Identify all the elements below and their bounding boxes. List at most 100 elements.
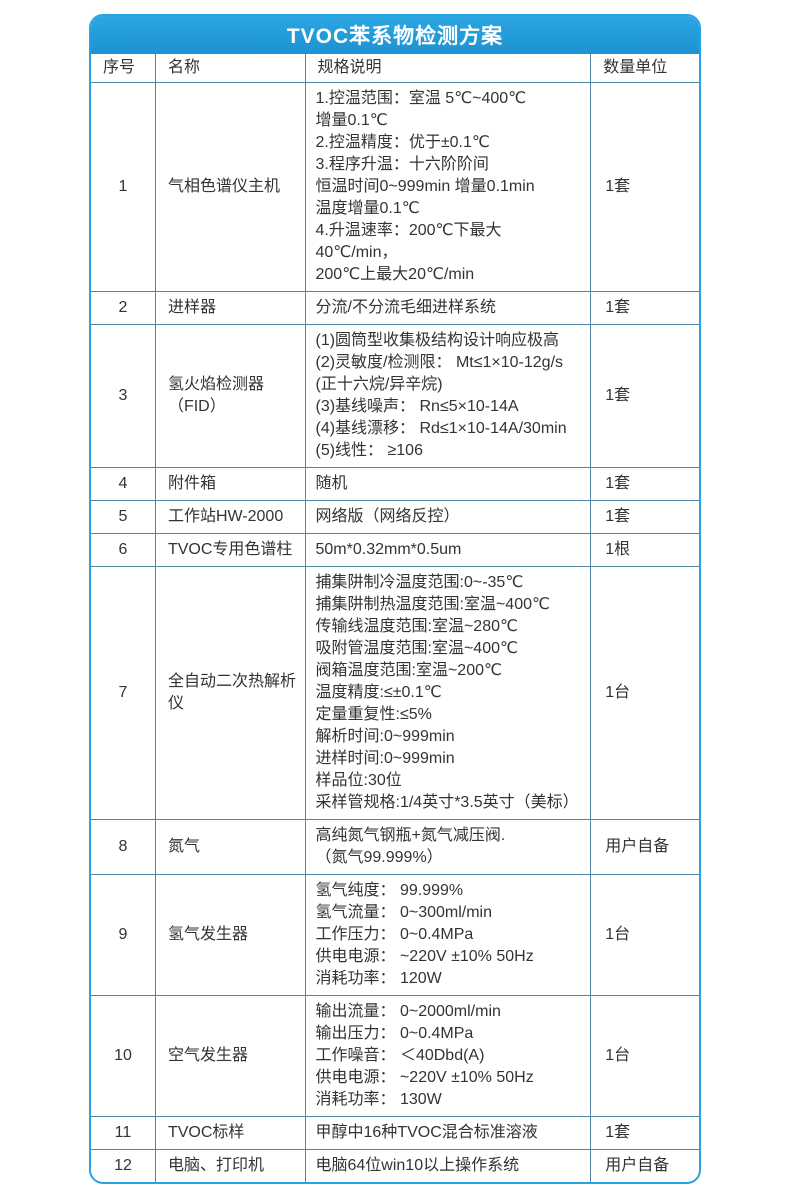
item-name: 氮气 <box>154 818 306 875</box>
item-spec: 分流/不分流毛细进样系统 <box>304 290 592 325</box>
item-quantity: 1套 <box>590 81 699 292</box>
spec-line: 解析时间:0~999min <box>315 727 455 745</box>
spec-line: 温度精度:≤±0.1℃ <box>315 683 442 701</box>
row-number: 3 <box>91 323 156 468</box>
row-number: 8 <box>91 818 156 875</box>
row-number: 1 <box>91 81 156 292</box>
item-quantity: 1套 <box>590 323 699 468</box>
item-quantity: 用户自备 <box>590 1148 699 1182</box>
row-number: 4 <box>91 466 156 501</box>
spec-line: 传输线温度范围:室温~280℃ <box>315 617 518 635</box>
header-spec: 规格说明 <box>304 54 592 83</box>
table-row: 9 氢气发生器 氢气纯度： 99.999% 氢气流量： 0~300ml/min 工作压力… <box>91 873 699 996</box>
table-row: 1 气相色谱仪主机 1.控温范围：室温 5℃~400℃ 增量0.1℃ 2.控温精度：优于… <box>91 81 699 292</box>
item-name: 进样器 <box>154 290 306 325</box>
spec-line: 样品位:30位 <box>315 771 402 789</box>
spec-line: (5)线性： ≥106 <box>315 441 423 459</box>
spec-line: 电脑64位win10以上操作系统 <box>315 1156 520 1174</box>
row-number: 11 <box>91 1115 156 1150</box>
item-name: 工作站HW-2000 <box>154 499 306 534</box>
spec-line: 200℃上最大20℃/min <box>315 265 475 283</box>
header-name: 名称 <box>154 54 306 83</box>
spec-line: 吸附管温度范围:室温~400℃ <box>315 639 518 657</box>
spec-line: (3)基线噪声： Rn≤5×10-14A <box>315 397 519 415</box>
row-number: 5 <box>91 499 156 534</box>
item-quantity: 1套 <box>590 1115 699 1150</box>
table-row: 12 电脑、打印机 电脑64位win10以上操作系统 用户自备 <box>91 1148 699 1182</box>
spec-line: 随机 <box>315 474 348 492</box>
item-spec: 1.控温范围：室温 5℃~400℃ 增量0.1℃ 2.控温精度：优于±0.1℃ 3.程… <box>304 81 592 292</box>
spec-line: (1)圆筒型收集极结构设计响应极高 <box>315 331 560 349</box>
table-row: 5 工作站HW-2000 网络版（网络反控） 1套 <box>91 499 699 534</box>
spec-line: 供电电源： ~220V ±10% 50Hz <box>315 947 534 965</box>
spec-line: 捕集阱制冷温度范围:0~-35℃ <box>315 573 524 591</box>
item-quantity: 1台 <box>590 873 699 996</box>
table-row: 11 TVOC标样 甲醇中16种TVOC混合标准溶液 1套 <box>91 1115 699 1150</box>
item-name: 气相色谱仪主机 <box>154 81 306 292</box>
table-row: 6 TVOC专用色谱柱 50m*0.32mm*0.5um 1根 <box>91 532 699 567</box>
spec-line: 氢气流量： 0~300ml/min <box>315 903 493 921</box>
spec-line: 恒温时间0~999min 增量0.1min <box>315 177 535 195</box>
item-spec: 网络版（网络反控） <box>304 499 592 534</box>
spec-line: 2.控温精度：优于±0.1℃ <box>315 133 490 151</box>
item-spec: 随机 <box>304 466 592 501</box>
spec-table: 序号 名称 规格说明 数量单位 1 气相色谱仪主机 1.控温范围：室温 5℃~400… <box>91 54 699 1182</box>
spec-line: 温度增量0.1℃ <box>315 199 420 217</box>
item-name: TVOC标样 <box>154 1115 306 1150</box>
spec-line: 1.控温范围：室温 5℃~400℃ <box>315 89 527 107</box>
item-spec: 氢气纯度： 99.999% 氢气流量： 0~300ml/min 工作压力： 0~0.… <box>304 873 592 996</box>
item-spec: 甲醇中16种TVOC混合标准溶液 <box>304 1115 592 1150</box>
spec-line: 甲醇中16种TVOC混合标准溶液 <box>315 1123 538 1141</box>
row-number: 6 <box>91 532 156 567</box>
item-quantity: 用户自备 <box>590 818 699 875</box>
item-name: 氢火焰检测器（FID） <box>154 323 306 468</box>
detection-plan-card: TVOC苯系物检测方案 序号 名称 规格说明 数量单位 1 气相色谱仪主机 1.控温… <box>89 14 701 1184</box>
spec-line: 输出压力： 0~0.4MPa <box>315 1024 474 1042</box>
item-name: TVOC专用色谱柱 <box>154 532 306 567</box>
spec-line: 输出流量： 0~2000ml/min <box>315 1002 501 1020</box>
table-row: 2 进样器 分流/不分流毛细进样系统 1套 <box>91 290 699 325</box>
spec-line: 消耗功率： 120W <box>315 969 442 987</box>
row-number: 2 <box>91 290 156 325</box>
table-row: 3 氢火焰检测器（FID） (1)圆筒型收集极结构设计响应极高 (2)灵敏度/检测限：… <box>91 323 699 468</box>
item-quantity: 1根 <box>590 532 699 567</box>
item-name: 电脑、打印机 <box>154 1148 306 1182</box>
spec-line: 捕集阱制热温度范围:室温~400℃ <box>315 595 550 613</box>
spec-line: （氮气99.999%） <box>315 848 443 866</box>
spec-line: 网络版（网络反控） <box>315 507 460 525</box>
spec-line: 进样时间:0~999min <box>315 749 455 767</box>
item-spec: (1)圆筒型收集极结构设计响应极高 (2)灵敏度/检测限： Mt≤1×10-12g… <box>304 323 592 468</box>
spec-line: 供电电源： ~220V ±10% 50Hz <box>315 1068 534 1086</box>
item-spec: 捕集阱制冷温度范围:0~-35℃ 捕集阱制热温度范围:室温~400℃ 传输线温度范围… <box>304 565 592 820</box>
row-number: 10 <box>91 994 156 1117</box>
table-body: 1 气相色谱仪主机 1.控温范围：室温 5℃~400℃ 增量0.1℃ 2.控温精度：优于… <box>91 81 699 1182</box>
spec-line: 50m*0.32mm*0.5um <box>315 540 462 558</box>
spec-line: 阀箱温度范围:室温~200℃ <box>315 661 502 679</box>
item-quantity: 1套 <box>590 499 699 534</box>
item-name: 附件箱 <box>154 466 306 501</box>
item-spec: 电脑64位win10以上操作系统 <box>304 1148 592 1182</box>
item-spec: 输出流量： 0~2000ml/min 输出压力： 0~0.4MPa 工作噪音： ＜4… <box>304 994 592 1117</box>
spec-line: 采样管规格:1/4英寸*3.5英寸（美标） <box>315 793 579 811</box>
item-name: 空气发生器 <box>154 994 306 1117</box>
spec-line: 氢气纯度： 99.999% <box>315 881 464 899</box>
header-quantity: 数量单位 <box>590 54 699 83</box>
row-number: 9 <box>91 873 156 996</box>
spec-line: (正十六烷/异辛烷) <box>315 375 443 393</box>
spec-line: (2)灵敏度/检测限： Mt≤1×10-12g/s <box>315 353 564 371</box>
item-quantity: 1套 <box>590 290 699 325</box>
spec-line: 4.升温速率：200℃下最大40℃/min， <box>315 221 502 261</box>
item-quantity: 1套 <box>590 466 699 501</box>
spec-line: 工作压力： 0~0.4MPa <box>315 925 474 943</box>
spec-line: 3.程序升温：十六阶阶间 <box>315 155 489 173</box>
spec-line: (4)基线漂移： Rd≤1×10-14A/30min <box>315 419 567 437</box>
spec-line: 分流/不分流毛细进样系统 <box>315 298 496 316</box>
item-spec: 50m*0.32mm*0.5um <box>304 532 592 567</box>
spec-line: 增量0.1℃ <box>315 111 388 129</box>
spec-line: 定量重复性:≤5% <box>315 705 432 723</box>
item-quantity: 1台 <box>590 565 699 820</box>
item-spec: 高纯氮气钢瓶+氮气减压阀. （氮气99.999%） <box>304 818 592 875</box>
item-quantity: 1台 <box>590 994 699 1117</box>
table-row: 8 氮气 高纯氮气钢瓶+氮气减压阀. （氮气99.999%） 用户自备 <box>91 818 699 875</box>
header-row: 序号 名称 规格说明 数量单位 <box>91 54 699 83</box>
